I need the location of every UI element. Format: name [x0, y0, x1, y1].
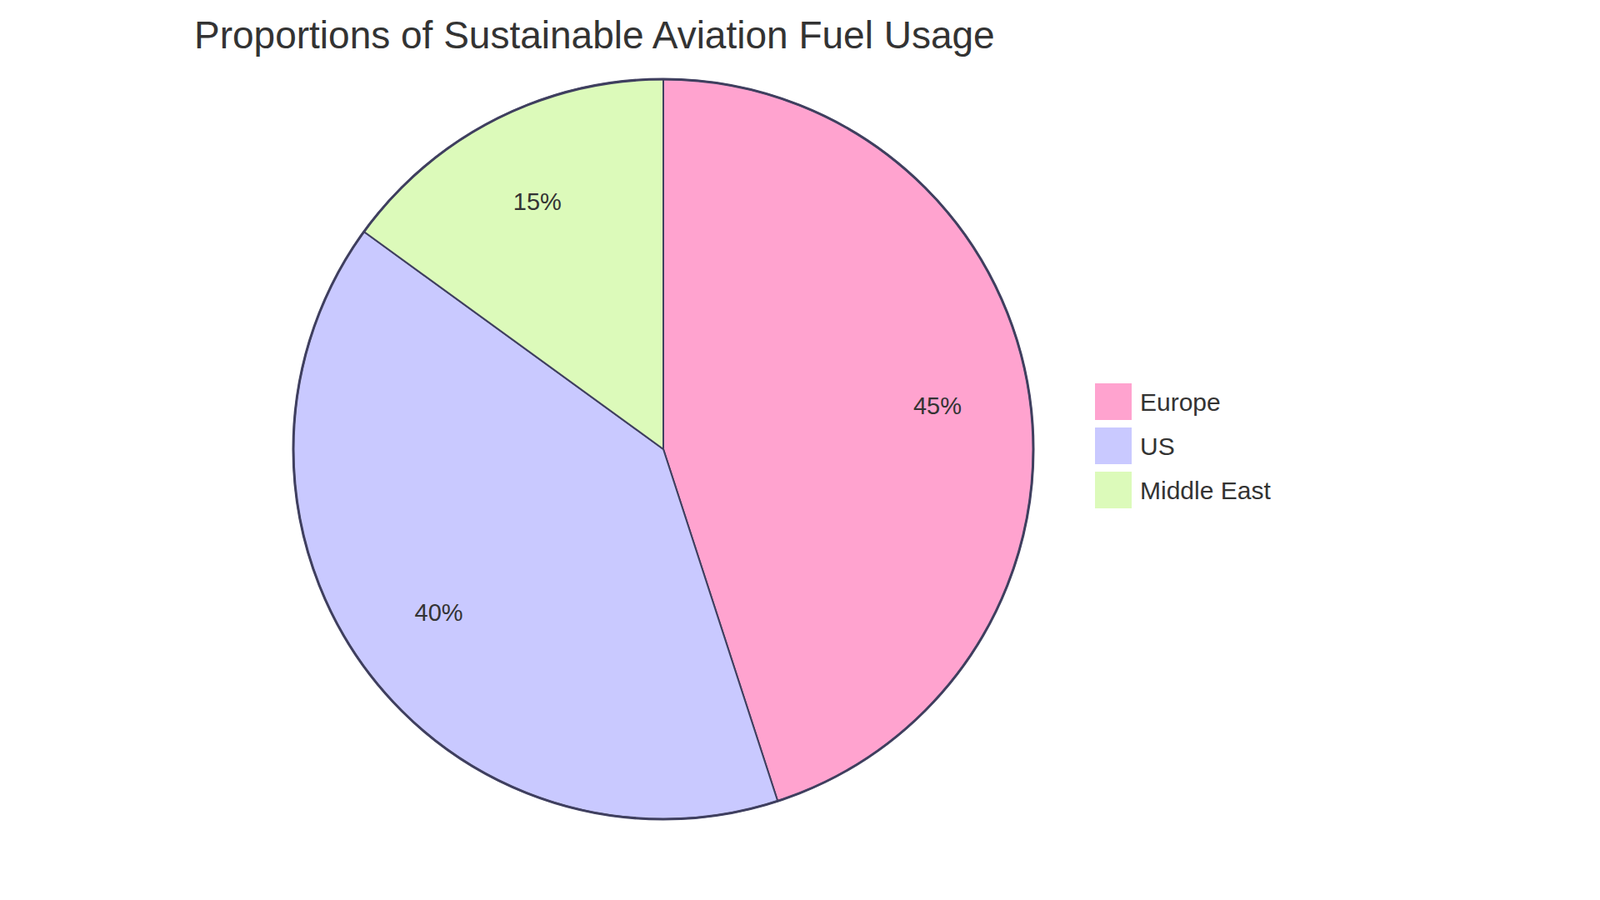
- legend-label: Middle East: [1140, 476, 1271, 505]
- slices: [293, 79, 1034, 820]
- legend-label: US: [1140, 432, 1175, 460]
- legend-swatch: [1095, 383, 1132, 420]
- chart: Proportions of Sustainable Aviation Fuel…: [0, 0, 1600, 900]
- data-label: 45%: [913, 392, 962, 420]
- legend-swatch: [1095, 471, 1132, 509]
- data-label: 40%: [415, 599, 464, 626]
- legend: Europe US Middle East: [1095, 383, 1271, 509]
- slice: [364, 79, 664, 450]
- pie-outline: [293, 79, 1034, 820]
- data-label: 15%: [513, 188, 562, 215]
- legend-label: Europe: [1140, 388, 1221, 416]
- title: Proportions of Sustainable Aviation Fuel…: [194, 13, 995, 57]
- legend-swatch: [1095, 427, 1132, 465]
